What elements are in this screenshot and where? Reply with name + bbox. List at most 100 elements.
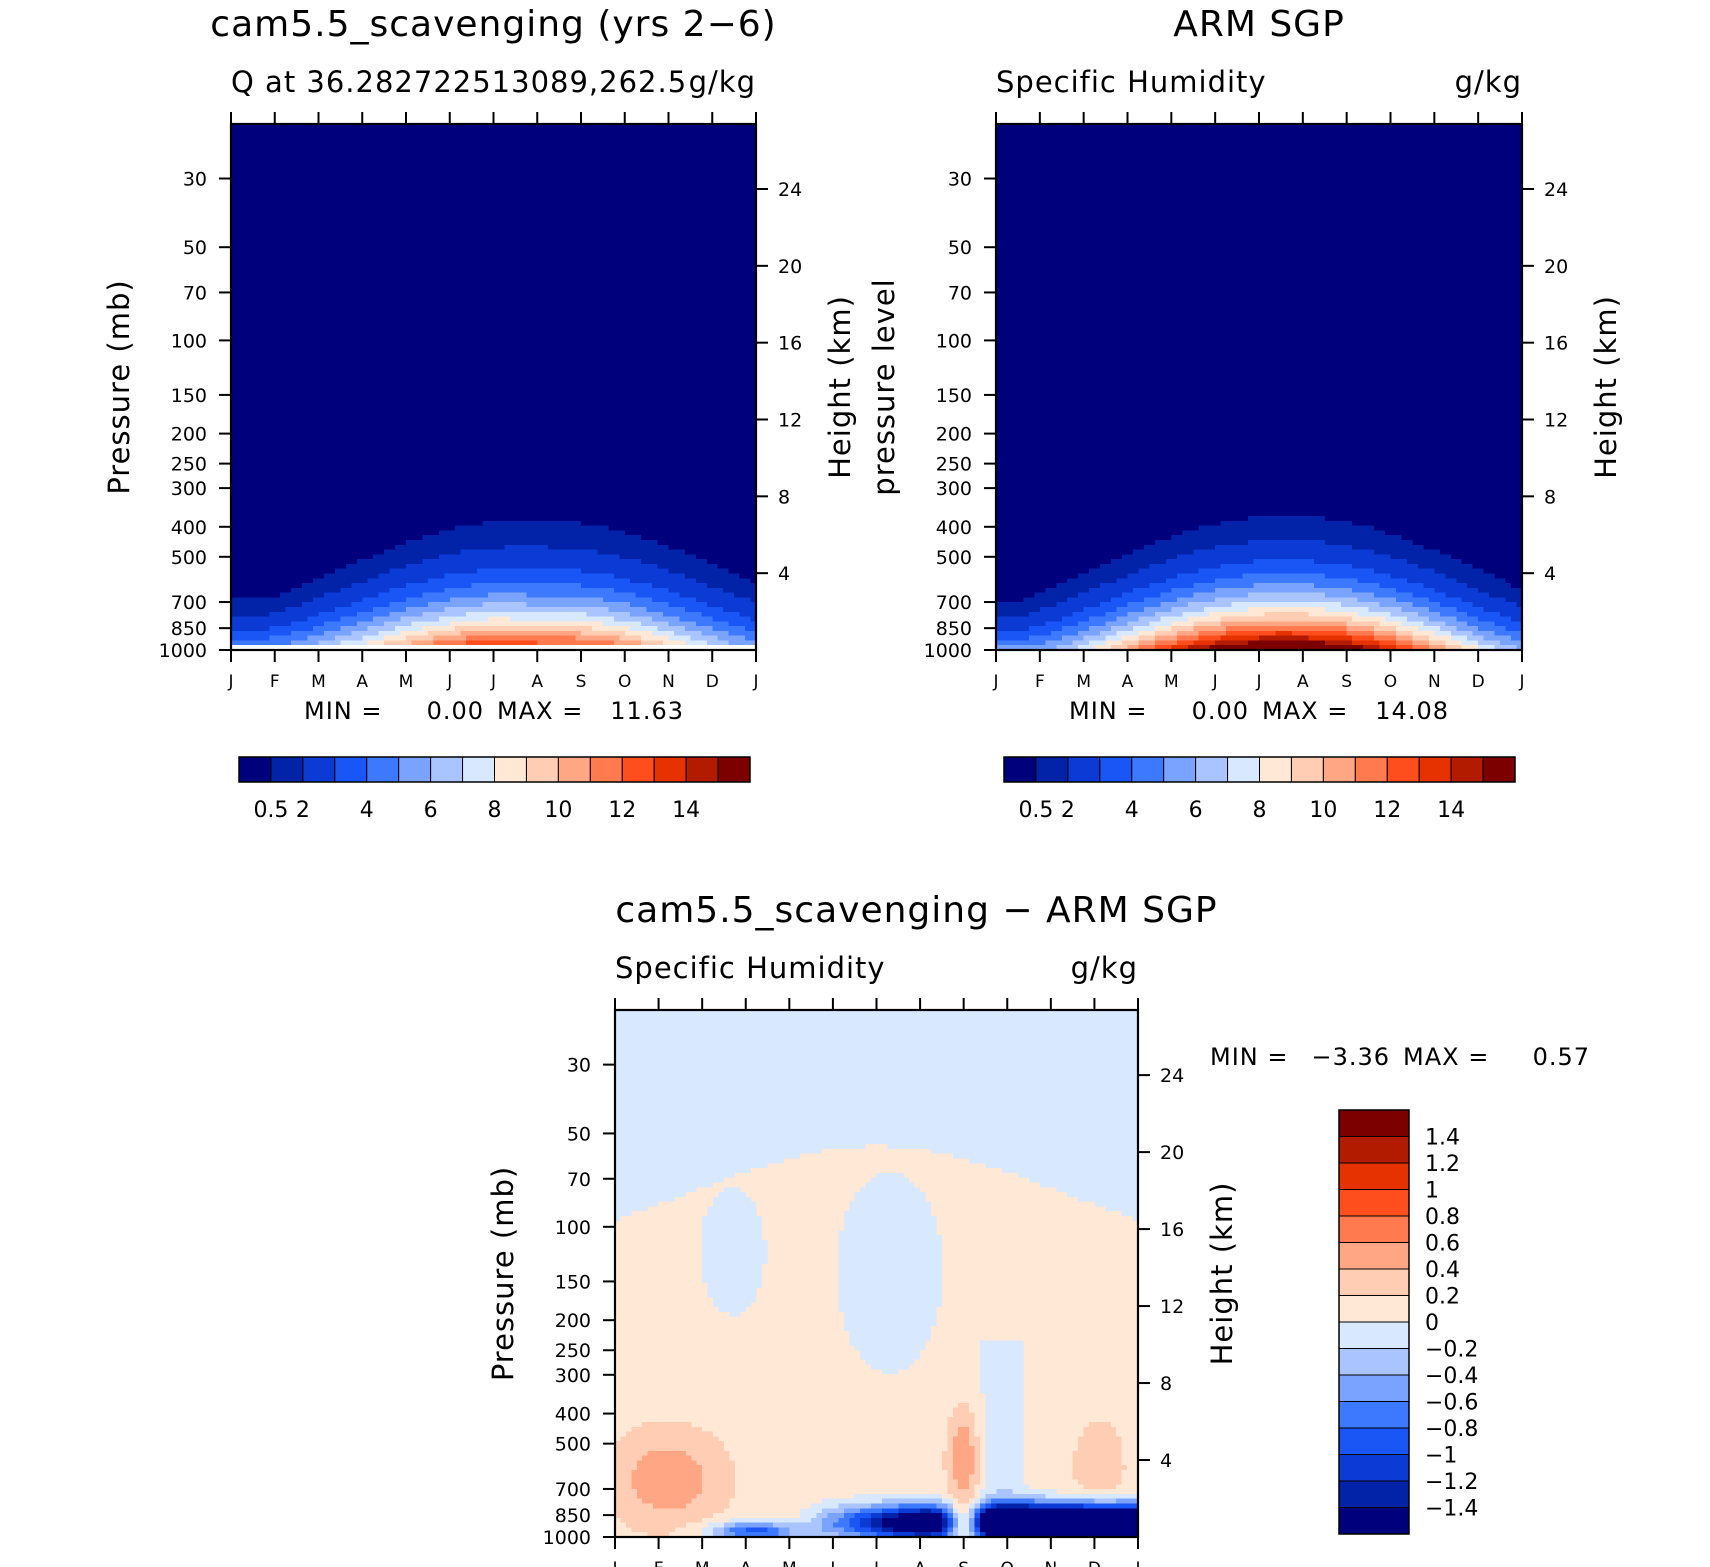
heat-cell [433,640,467,646]
x-tick-label: J [1134,1559,1140,1567]
heat-cell [1456,616,1479,622]
x-tick-label: J [446,672,452,692]
heat-cell [996,143,1523,149]
chart-panel-model: J F M A M J J A S O N D J305070100150200250300400500… [102,4,857,823]
heat-cell [838,1268,943,1275]
heat-cell [231,506,757,512]
heat-cell [685,1450,730,1457]
heat-cell [1478,616,1512,622]
heat-cell [1187,645,1211,651]
heat-cell [1023,1364,1139,1370]
heat-cell [1116,1484,1139,1490]
heat-cell [729,1503,812,1509]
heat-cell [231,210,757,216]
heat-cell [936,1311,1139,1318]
heat-cell [702,1465,736,1471]
y-tick-label: 500 [936,547,972,569]
heat-cell [952,1493,976,1500]
heat-cell [756,1292,839,1299]
heat-cell [751,1302,839,1308]
heat-cell [1122,635,1140,642]
left-string: Q at 36.282722513089,262.5 [231,65,687,99]
heat-cell [615,1105,1139,1112]
heat-cell [231,463,757,469]
heat-cell [615,1517,622,1524]
colorbar-swatch [589,756,623,783]
y-tick-label: 700 [936,592,972,614]
y-tick-label: 50 [948,237,972,259]
heat-cell [947,1474,954,1481]
heat-cell [231,583,303,589]
heat-cell [1176,554,1392,560]
heat-cell [1352,635,1375,642]
heat-cell [980,1350,1025,1356]
colorbar-swatch [653,756,687,783]
heat-cell [422,535,642,541]
heat-cell [996,578,1068,584]
heat-cell [615,1441,725,1447]
heat-cell [734,1474,948,1481]
heat-cell [1395,597,1430,603]
y-tick-label: 250 [936,454,972,476]
heat-cell [865,1144,888,1150]
heat-cell [958,1517,970,1524]
heat-cell [1050,630,1079,637]
heat-cell [615,1168,752,1174]
heat-cell [231,444,757,450]
heat-cell [941,1287,1139,1294]
heat-cell [615,1196,676,1203]
heat-cell [1072,1460,1123,1466]
x-tick-label: M [1164,672,1179,692]
heat-cell [1456,578,1507,584]
heat-cell [1138,645,1156,651]
colorbar-swatch [494,756,527,783]
heat-cell [718,1307,747,1313]
heat-cell [702,1220,763,1227]
heat-cell [1078,621,1107,627]
colorbar-label: 0.5 [253,798,288,823]
heat-cell [996,453,1523,460]
heat-cell [740,1311,845,1318]
heat-cell [734,1489,948,1495]
heat-cell [734,1479,948,1485]
heat-cell [615,1508,725,1514]
heat-cell [455,626,593,632]
heat-cell [231,267,757,273]
stats-min-label: MIN = [304,697,382,725]
heat-cell [231,501,757,508]
heat-cell [734,1460,943,1466]
y2-tick-label: 4 [778,563,790,585]
heat-cell [952,1508,959,1514]
heat-cell [701,611,741,618]
heat-cell [701,630,730,637]
heat-cell [1105,635,1123,642]
heat-cell [952,1407,970,1414]
heat-cell [1220,635,1260,642]
heat-cell [231,176,757,182]
heat-cell [1029,1484,1085,1490]
heat-cell [384,621,413,627]
heat-cell [1226,626,1348,632]
y2-tick-label: 8 [1544,486,1556,508]
y-tick-label: 1000 [159,640,207,662]
heat-cell [952,1460,976,1466]
heat-cell [996,449,1523,455]
heat-cell [980,1359,1025,1366]
heat-cell [231,468,757,474]
heat-cell [581,568,670,575]
heat-cell [231,138,757,144]
heatmap-cells-model [231,124,757,651]
heat-cell [615,1144,867,1150]
heat-cell [1516,602,1523,608]
heat-cell [1193,583,1255,589]
colorbar-swatch [1338,1401,1410,1429]
heat-cell [1428,616,1457,622]
heat-cell [838,1235,943,1241]
heat-cell [838,1230,938,1236]
colorbar-swatch [462,756,495,783]
heat-cell [1100,602,1129,608]
heat-cell [231,396,757,402]
heat-cell [652,630,675,637]
heat-cell [952,1441,970,1447]
heat-cell [881,1527,894,1533]
